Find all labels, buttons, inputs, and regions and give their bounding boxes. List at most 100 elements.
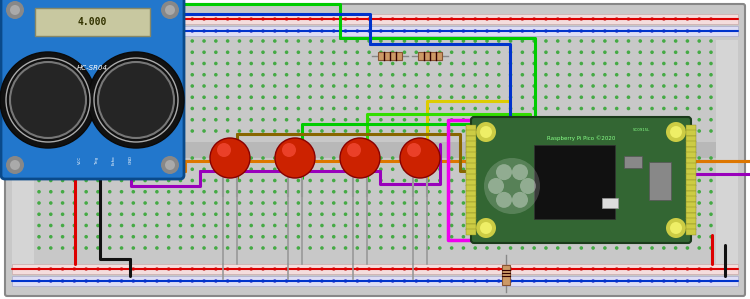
Circle shape — [710, 167, 712, 171]
Circle shape — [391, 279, 394, 283]
Circle shape — [627, 118, 630, 122]
Circle shape — [603, 95, 607, 99]
Circle shape — [509, 17, 512, 21]
Bar — [686, 207, 696, 213]
Circle shape — [161, 1, 179, 19]
Circle shape — [698, 73, 701, 77]
Circle shape — [61, 201, 64, 205]
Circle shape — [580, 156, 583, 160]
Circle shape — [532, 84, 536, 88]
Circle shape — [591, 29, 595, 33]
Circle shape — [710, 267, 712, 271]
Bar — [686, 158, 696, 164]
Circle shape — [520, 17, 524, 21]
Circle shape — [698, 246, 701, 250]
Circle shape — [509, 129, 512, 133]
Circle shape — [698, 51, 701, 54]
Circle shape — [273, 29, 277, 33]
Circle shape — [426, 267, 430, 271]
Circle shape — [143, 62, 147, 65]
Circle shape — [674, 267, 677, 271]
Circle shape — [415, 118, 418, 122]
Circle shape — [356, 224, 359, 227]
Circle shape — [261, 279, 265, 283]
Circle shape — [568, 201, 572, 205]
Circle shape — [544, 179, 548, 182]
Circle shape — [190, 267, 194, 271]
Circle shape — [61, 179, 64, 182]
Circle shape — [368, 167, 371, 171]
Circle shape — [520, 224, 524, 227]
Circle shape — [73, 107, 76, 110]
Circle shape — [190, 39, 194, 43]
Circle shape — [273, 279, 277, 283]
Circle shape — [108, 156, 112, 160]
Circle shape — [250, 129, 253, 133]
Circle shape — [261, 179, 265, 182]
Circle shape — [84, 235, 88, 239]
Circle shape — [238, 107, 242, 110]
Circle shape — [627, 167, 630, 171]
Circle shape — [273, 84, 277, 88]
Circle shape — [532, 167, 536, 171]
Circle shape — [591, 190, 595, 193]
Circle shape — [167, 279, 170, 283]
Circle shape — [96, 213, 100, 216]
Circle shape — [238, 51, 242, 54]
Circle shape — [250, 156, 253, 160]
Circle shape — [250, 201, 253, 205]
Circle shape — [73, 62, 76, 65]
Circle shape — [615, 279, 619, 283]
Circle shape — [73, 167, 76, 171]
Bar — [466, 152, 476, 158]
Circle shape — [461, 118, 465, 122]
Circle shape — [568, 73, 572, 77]
Circle shape — [238, 118, 242, 122]
Circle shape — [38, 51, 40, 54]
Circle shape — [461, 190, 465, 193]
Circle shape — [698, 107, 701, 110]
Bar — [466, 163, 476, 169]
Circle shape — [356, 73, 359, 77]
Circle shape — [556, 95, 560, 99]
Circle shape — [391, 167, 394, 171]
Circle shape — [131, 129, 135, 133]
Circle shape — [131, 201, 135, 205]
Circle shape — [226, 190, 230, 193]
Circle shape — [426, 17, 430, 21]
Circle shape — [710, 190, 712, 193]
Circle shape — [674, 201, 677, 205]
Circle shape — [143, 213, 147, 216]
Circle shape — [638, 213, 642, 216]
Circle shape — [591, 107, 595, 110]
Circle shape — [603, 51, 607, 54]
Circle shape — [438, 62, 442, 65]
Circle shape — [296, 29, 300, 33]
Circle shape — [497, 213, 500, 216]
Circle shape — [415, 156, 418, 160]
Circle shape — [556, 84, 560, 88]
Circle shape — [344, 29, 347, 33]
Circle shape — [650, 224, 654, 227]
Circle shape — [473, 62, 477, 65]
Circle shape — [710, 156, 712, 160]
Circle shape — [296, 39, 300, 43]
Circle shape — [332, 129, 335, 133]
Circle shape — [461, 84, 465, 88]
Circle shape — [532, 224, 536, 227]
Circle shape — [532, 95, 536, 99]
Circle shape — [497, 129, 500, 133]
Circle shape — [226, 17, 230, 21]
Circle shape — [190, 235, 194, 239]
Circle shape — [403, 73, 406, 77]
Circle shape — [379, 129, 382, 133]
Circle shape — [282, 143, 296, 157]
Circle shape — [674, 167, 677, 171]
Circle shape — [344, 267, 347, 271]
Circle shape — [512, 192, 528, 208]
Circle shape — [710, 179, 712, 182]
Circle shape — [320, 224, 324, 227]
Circle shape — [120, 118, 123, 122]
Circle shape — [379, 17, 382, 21]
Circle shape — [520, 118, 524, 122]
